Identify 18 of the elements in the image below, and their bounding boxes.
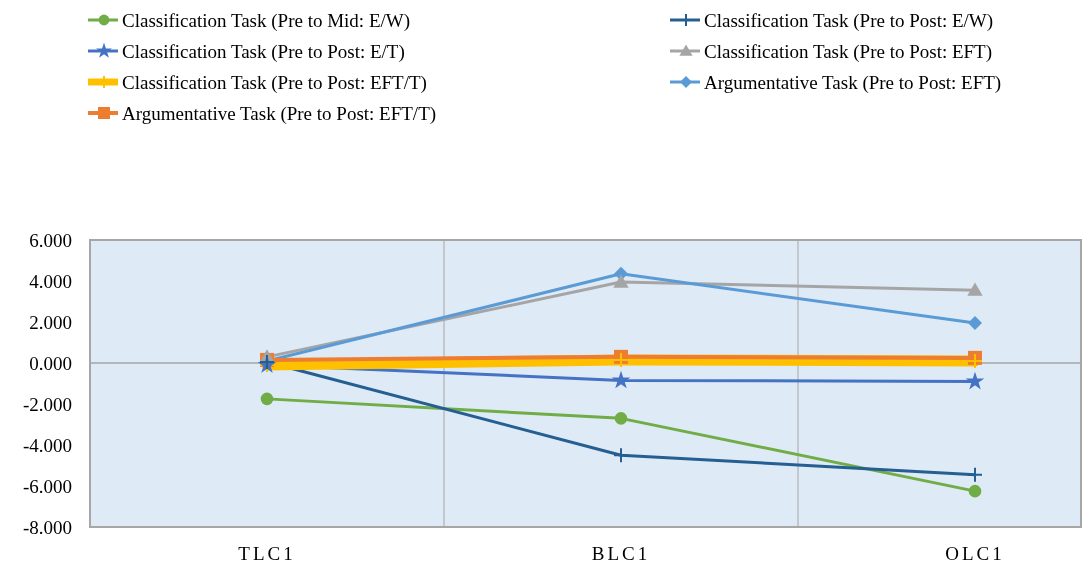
x-tick-label: TLC1 (238, 543, 296, 564)
x-tick-label: OLC1 (945, 543, 1005, 564)
legend-label: Classification Task (Pre to Post: EFT) (704, 40, 993, 63)
legend-label: Argumentative Task (Pre to Post: EFT/T) (122, 102, 437, 125)
y-tick-label: 6.000 (29, 229, 72, 251)
y-tick-label: -2.000 (22, 393, 72, 415)
legend-label: Classification Task (Pre to Post: EFT/T) (122, 71, 427, 94)
legend-label: Classification Task (Pre to Post: E/T) (122, 40, 405, 63)
x-tick-label: BLC1 (591, 543, 651, 564)
y-tick-label: -6.000 (22, 475, 72, 497)
y-tick-label: 0.000 (29, 352, 72, 374)
legend-label: Classification Task (Pre to Post: E/W) (704, 9, 994, 32)
y-tick-label: 2.000 (29, 311, 72, 333)
y-tick-label: -8.000 (22, 516, 72, 538)
y-tick-label: -4.000 (22, 434, 72, 456)
legend-label: Argumentative Task (Pre to Post: EFT) (704, 71, 1002, 94)
y-tick-label: 4.000 (29, 270, 72, 292)
legend-label: Classification Task (Pre to Mid: E/W) (122, 9, 411, 32)
